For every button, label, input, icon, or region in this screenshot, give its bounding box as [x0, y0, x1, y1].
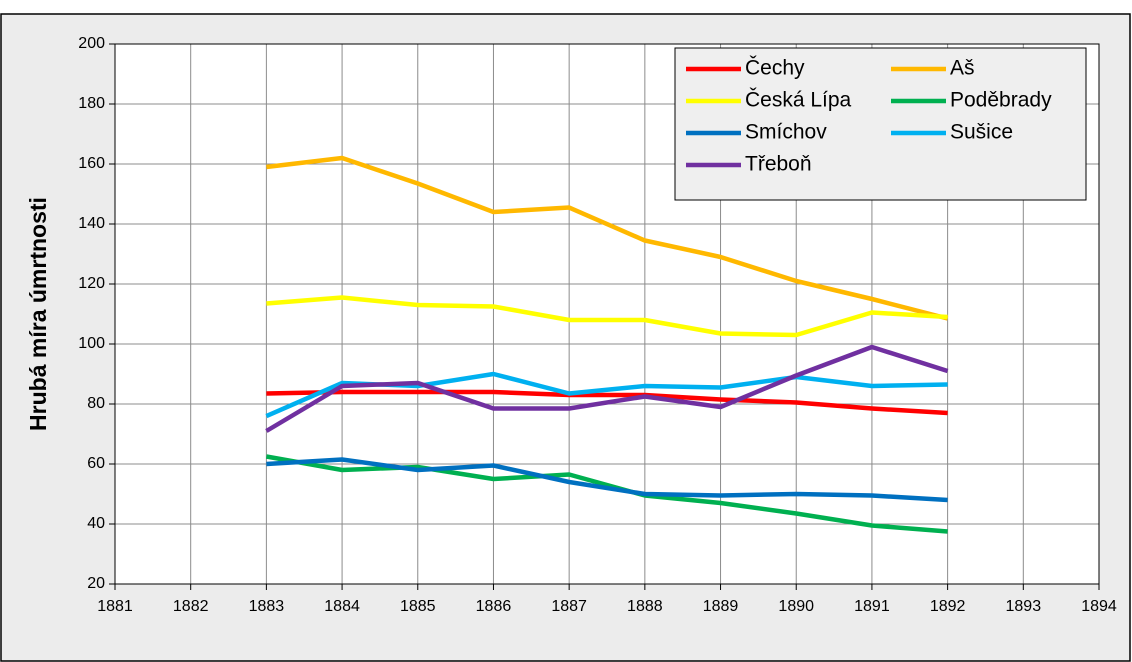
legend-label: Třeboň: [745, 153, 812, 176]
y-tick-label: 180: [78, 95, 105, 112]
y-tick-label: 80: [87, 395, 105, 412]
legend-label: Smíchov: [745, 121, 827, 144]
legend-label: Poděbrady: [950, 89, 1052, 112]
x-tick-label: 1884: [324, 598, 360, 615]
series-line: [266, 389, 948, 416]
legend: Čechy Aš Česká Lípa Poděbrady Smíchov Sušice T…: [674, 47, 1087, 201]
y-axis-label: Hrubá míra úmrtnosti: [25, 197, 51, 431]
x-tick-label: 1892: [930, 598, 966, 615]
x-tick-label: 1894: [1081, 598, 1117, 615]
y-tick-label: 100: [78, 335, 105, 352]
x-tick-label: 1893: [1006, 598, 1042, 615]
series-line: [265, 454, 948, 534]
series-line: [266, 295, 948, 338]
legend-label: Čechy: [745, 57, 805, 80]
x-tick-label: 1890: [778, 598, 814, 615]
x-tick-label: 1889: [703, 598, 739, 615]
x-tick-label: 1887: [551, 598, 587, 615]
y-tick-label: 200: [78, 35, 105, 52]
legend-label: Česká Lípa: [745, 89, 852, 112]
x-tick-label: 1885: [400, 598, 436, 615]
plot-border: [114, 43, 1100, 585]
x-tick-label: 1883: [249, 598, 285, 615]
legend-box: [674, 47, 1087, 201]
x-tick-label: 1881: [97, 598, 133, 615]
legend-label: Aš: [950, 57, 975, 80]
legend-label: Sušice: [950, 121, 1013, 144]
y-tick-label: 160: [78, 155, 105, 172]
series-line: [265, 344, 949, 433]
lines: [265, 155, 949, 534]
y-tick-label: 140: [78, 215, 105, 232]
y-tick-label: 20: [87, 575, 105, 592]
x-tick-label: 1891: [854, 598, 890, 615]
y-tick-label: 120: [78, 275, 105, 292]
y-tick-label: 40: [87, 515, 105, 532]
series-line: [266, 457, 948, 503]
y-tick-label: 60: [87, 455, 105, 472]
x-tick-label: 1882: [173, 598, 209, 615]
series-line: [266, 155, 949, 321]
x-tick-label: 1888: [627, 598, 663, 615]
x-tick-label: 1886: [476, 598, 512, 615]
